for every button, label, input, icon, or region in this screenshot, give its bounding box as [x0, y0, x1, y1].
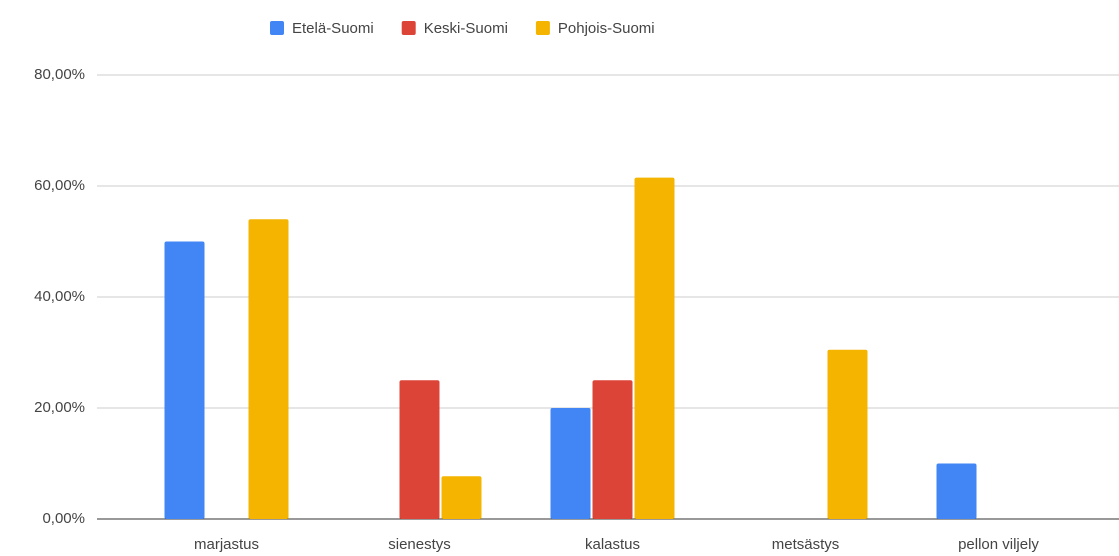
bar — [827, 349, 868, 519]
x-tick-label: kalastus — [585, 536, 640, 553]
x-tick-label: sienestys — [388, 536, 451, 553]
bar — [441, 476, 482, 519]
y-tick-label: 20,00% — [34, 399, 85, 416]
legend-label: Etelä-Suomi — [292, 20, 374, 37]
bar — [550, 408, 591, 519]
y-tick-label: 80,00% — [34, 66, 85, 83]
bar — [634, 177, 675, 520]
bar — [936, 463, 977, 519]
bar — [248, 219, 289, 520]
y-tick-label: 0,00% — [42, 510, 85, 527]
x-tick-label: pellon viljely — [958, 536, 1039, 553]
bar — [592, 380, 633, 519]
legend-swatch — [401, 21, 416, 35]
bar — [399, 380, 440, 519]
x-tick-label: metsästys — [772, 536, 840, 553]
y-tick-label: 60,00% — [34, 177, 85, 194]
bar — [164, 241, 205, 519]
y-tick-label: 40,00% — [34, 288, 85, 305]
legend-label: Keski-Suomi — [424, 20, 508, 37]
legend-label: Pohjois-Suomi — [558, 20, 655, 37]
legend-swatch — [535, 21, 550, 35]
x-tick-label: marjastus — [194, 536, 259, 553]
legend-swatch — [270, 21, 284, 35]
